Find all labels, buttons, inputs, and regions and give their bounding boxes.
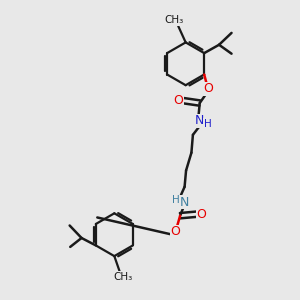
Text: O: O [170, 225, 180, 238]
Text: CH₃: CH₃ [165, 15, 184, 25]
Text: N: N [179, 196, 189, 209]
Text: CH₃: CH₃ [113, 272, 132, 282]
Text: O: O [173, 94, 183, 107]
Text: N: N [194, 114, 204, 128]
Text: O: O [203, 82, 213, 95]
Text: O: O [196, 208, 206, 221]
Text: H: H [204, 119, 212, 129]
Text: H: H [172, 195, 180, 205]
